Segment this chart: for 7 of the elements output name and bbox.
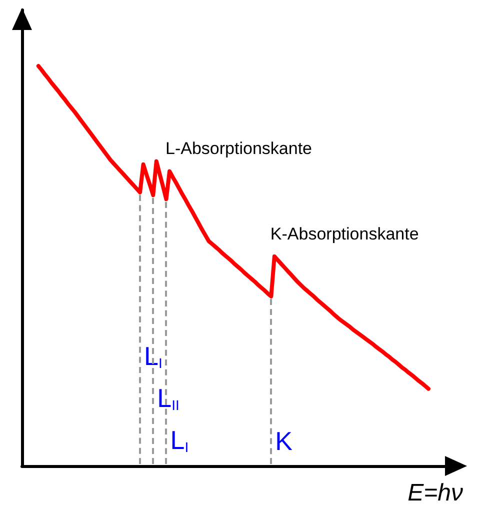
annotation: LI [170,425,189,455]
x-axis-title: E=hν [408,480,464,506]
annotation: LII [157,383,180,413]
annotation: K [275,426,294,456]
annotation: K-Absorptionskante [270,224,419,244]
annotation: LI [144,341,162,371]
annotation: L-Absorptionskante [166,139,312,158]
